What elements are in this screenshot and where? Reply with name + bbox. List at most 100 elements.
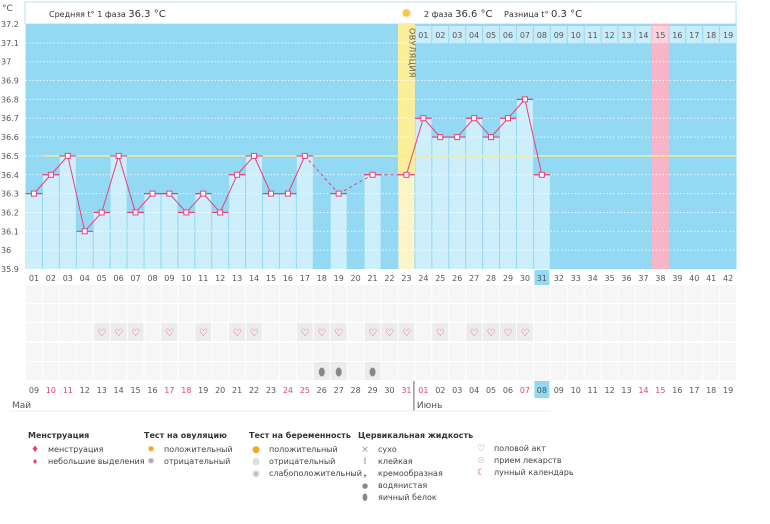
symptom-cell [584, 362, 601, 380]
symptom-cell [127, 285, 144, 303]
calendar-date: 10 [46, 386, 56, 395]
symptom-cell [398, 343, 415, 361]
symptom-cell [161, 362, 178, 380]
heart-icon: ♡ [436, 328, 445, 339]
calendar-date: 15 [130, 386, 140, 395]
x-tick-label: 02 [46, 274, 56, 283]
calendar-date: 19 [198, 386, 208, 395]
symptom-cell [178, 285, 195, 303]
symptom-cell [601, 323, 618, 341]
symptom-cell [466, 362, 483, 380]
symptom-cell [330, 323, 347, 341]
x-tick-label: 29 [503, 274, 513, 283]
symptom-cell [127, 323, 144, 341]
ovulation-label: ОВУЛЯЦИЯ [407, 28, 416, 78]
temperature-point [251, 152, 258, 159]
symptom-cell [347, 362, 364, 380]
heart-icon: ♡ [233, 328, 242, 339]
x-tick-label: 39 [672, 274, 682, 283]
calendar-date: 23 [266, 386, 276, 395]
temperature-point [488, 134, 495, 141]
x-tick-label: 32 [554, 274, 564, 283]
heart-icon: ♡ [250, 328, 259, 339]
x-tick-label: 11 [198, 274, 208, 283]
temperature-bar [93, 212, 110, 269]
x-tick-label: 28 [486, 274, 496, 283]
symptom-cell [93, 323, 110, 341]
symptom-cell [550, 323, 567, 341]
calendar-date: 10 [571, 386, 581, 395]
phase2-day-cell [550, 26, 567, 43]
heart-icon: ♡ [165, 328, 174, 339]
symptom-cell [516, 343, 533, 361]
symptom-cell [635, 285, 652, 303]
blood-drops-icon: ♦ [30, 445, 40, 455]
phase2-day-label: 08 [537, 31, 547, 40]
symptom-cell [432, 362, 449, 380]
calendar-date: 11 [588, 386, 598, 395]
temperature-line-segment [118, 155, 137, 213]
symptom-cell [415, 323, 432, 341]
calendar-date: 02 [435, 386, 445, 395]
symptom-cell [347, 323, 364, 341]
legend-menstruation: Менструация ♦ менструация ♦ небольшие выде… [28, 431, 145, 468]
symptom-cell [76, 323, 93, 341]
symptom-cell [59, 323, 76, 341]
temperature-point [403, 171, 410, 178]
x-tick-label: 13 [232, 274, 242, 283]
x-tick-label: 04 [80, 274, 90, 283]
calendar-date: 05 [486, 386, 496, 395]
temperature-point [538, 171, 545, 178]
calendar-date: 09 [554, 386, 564, 395]
symptom-cell [669, 285, 686, 303]
temperature-point [132, 209, 139, 216]
symptom-cell [279, 285, 296, 303]
test-weak-icon: ◉ [252, 469, 260, 479]
temperature-point [335, 190, 342, 197]
temperature-point [30, 190, 37, 197]
temperature-bar [178, 212, 195, 269]
temperature-bar [398, 174, 415, 269]
symptom-cell [720, 343, 737, 361]
symptom-cell [26, 343, 42, 361]
x-tick-label: 16 [283, 274, 293, 283]
symptom-cell [144, 304, 161, 322]
phase2-day-cell [686, 26, 703, 43]
x-tick-label: 14 [249, 274, 259, 283]
symptom-cell [669, 362, 686, 380]
calendar-date: 12 [80, 386, 90, 395]
x-tick-label: 10 [181, 274, 191, 283]
temperature-line-segment [202, 193, 221, 213]
legend-label: отрицательный [164, 457, 231, 466]
symptom-cell [110, 323, 127, 341]
symptom-cell [516, 362, 533, 380]
symptom-cell [59, 285, 76, 303]
phase2-day-label: 18 [706, 31, 716, 40]
symptom-cell [703, 362, 720, 380]
phase2-day-cell [652, 26, 669, 43]
heart-icon: ♡ [520, 328, 529, 339]
heart-icon: ♡ [317, 328, 326, 339]
symptom-cell [364, 343, 381, 361]
heart-icon: ♡ [487, 328, 496, 339]
symptom-cell [212, 304, 229, 322]
calendar-date: 24 [283, 386, 293, 395]
expected-period-column [651, 24, 669, 269]
symptom-cell [703, 285, 720, 303]
legend-label: небольшие выделения [48, 457, 145, 466]
symptom-cell [720, 285, 737, 303]
symptom-cell [533, 362, 550, 380]
symptom-cell [466, 343, 483, 361]
egg-white-icon [335, 367, 342, 377]
calendar-date: 09 [29, 386, 39, 395]
symptom-cell [601, 362, 618, 380]
calendar-date: 21 [232, 386, 242, 395]
x-tick-label: 15 [266, 274, 276, 283]
symptom-cell [93, 285, 110, 303]
y-tick-label: 37.2 [1, 20, 19, 29]
y-tick-label: 37.1 [1, 39, 19, 48]
temperature-point [200, 190, 207, 197]
symptom-cell [263, 343, 279, 361]
symptom-cell [533, 304, 550, 322]
